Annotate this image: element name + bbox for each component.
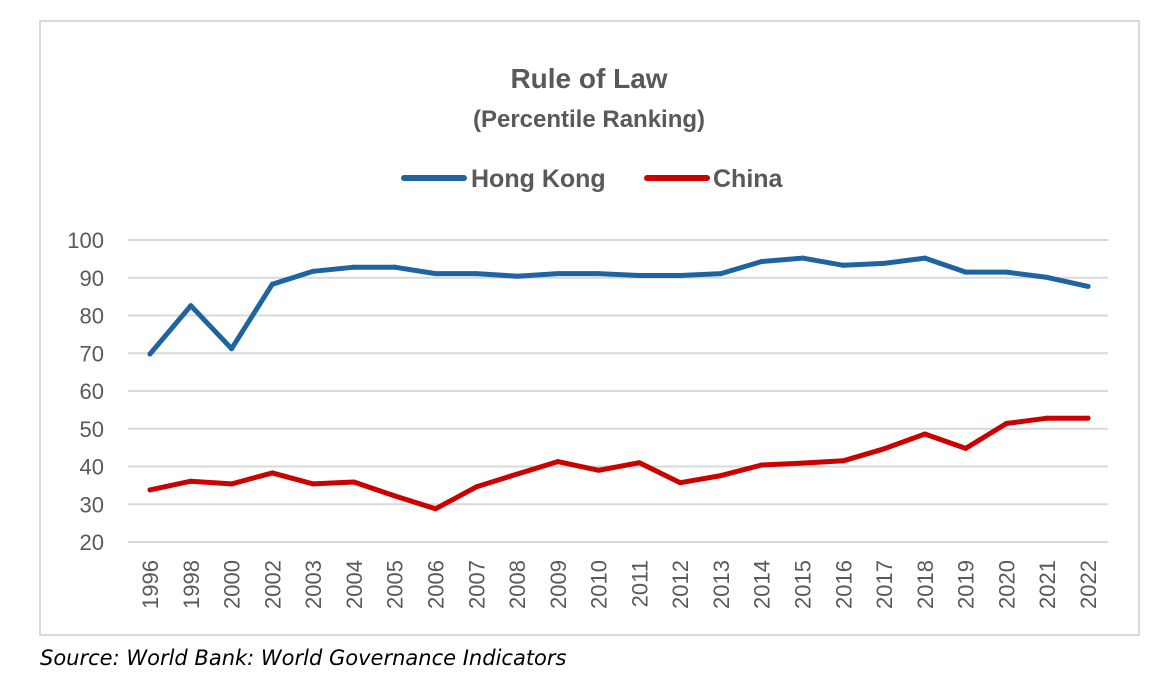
data-point-hong-kong-2018 — [922, 255, 928, 261]
data-point-china-2022 — [1085, 415, 1091, 421]
x-tick-label: 2003 — [301, 560, 326, 609]
x-tick-label: 2022 — [1076, 560, 1101, 609]
x-tick-label: 2005 — [383, 560, 408, 609]
data-point-china-2019 — [963, 445, 969, 451]
data-point-hong-kong-2019 — [963, 269, 969, 275]
data-point-china-2008 — [514, 471, 520, 477]
x-axis-ticks: 1996 1998 2000 2002 2003 2004 2005 2006 2007 2008… — [138, 560, 1101, 609]
data-point-hong-kong-1996 — [147, 351, 153, 357]
chart-frame — [39, 20, 1140, 636]
y-tick-label: 80 — [80, 304, 104, 329]
data-point-hong-kong-2017 — [881, 260, 887, 266]
series-line-china — [147, 415, 1091, 512]
data-point-hong-kong-2020 — [1003, 269, 1009, 275]
data-point-china-2000 — [229, 481, 235, 487]
x-tick-label: 2016 — [831, 560, 856, 609]
x-tick-label: 2013 — [709, 560, 734, 609]
data-point-china-2005 — [392, 493, 398, 499]
data-point-china-2003 — [310, 481, 316, 487]
legend-label-china: China — [713, 165, 784, 193]
data-point-china-2016 — [840, 458, 846, 464]
series-line-hong-kong — [147, 255, 1091, 357]
x-tick-label: 2012 — [668, 560, 693, 609]
data-point-china-2007 — [473, 484, 479, 490]
series-points-hong-kong — [147, 255, 1091, 357]
x-tick-label: 2021 — [1035, 560, 1060, 609]
legend-label-hong-kong: Hong Kong — [471, 165, 606, 193]
data-point-china-2002 — [269, 470, 275, 476]
x-tick-label: 2014 — [750, 560, 775, 609]
data-point-china-2012 — [677, 480, 683, 486]
data-point-china-2020 — [1003, 420, 1009, 426]
data-point-hong-kong-2022 — [1085, 283, 1091, 289]
x-tick-label: 2015 — [791, 560, 816, 609]
data-point-china-2018 — [922, 431, 928, 437]
data-point-china-2021 — [1044, 415, 1050, 421]
series-points-china — [147, 415, 1091, 512]
y-tick-label: 20 — [80, 530, 104, 555]
data-point-hong-kong-2012 — [677, 272, 683, 278]
x-tick-label: 2011 — [627, 560, 652, 607]
x-tick-label: 2002 — [260, 560, 285, 609]
chart-subtitle: (Percentile Ranking) — [473, 106, 705, 133]
y-tick-label: 50 — [80, 417, 104, 442]
data-point-hong-kong-2016 — [840, 262, 846, 268]
x-tick-label: 2018 — [913, 560, 938, 609]
data-point-hong-kong-2007 — [473, 271, 479, 277]
data-point-china-1996 — [147, 487, 153, 493]
legend: Hong Kong China — [401, 165, 784, 193]
y-tick-label: 70 — [80, 341, 104, 366]
x-tick-label: 2010 — [587, 560, 612, 609]
data-point-hong-kong-1998 — [188, 303, 194, 309]
data-point-hong-kong-2014 — [759, 259, 765, 265]
x-tick-label: 2009 — [546, 560, 571, 609]
data-point-hong-kong-2000 — [229, 346, 235, 352]
data-point-hong-kong-2006 — [432, 271, 438, 277]
y-axis-ticks: 100 90 80 70 60 50 40 30 20 — [67, 228, 104, 555]
data-point-china-2010 — [596, 467, 602, 473]
chart-title: Rule of Law — [510, 63, 667, 94]
data-point-hong-kong-2003 — [310, 268, 316, 274]
x-tick-label: 2008 — [505, 560, 530, 609]
data-point-hong-kong-2002 — [269, 281, 275, 287]
data-point-china-2006 — [432, 506, 438, 512]
data-point-china-2014 — [759, 462, 765, 468]
y-tick-label: 60 — [80, 379, 104, 404]
data-point-china-2009 — [555, 459, 561, 465]
data-point-hong-kong-2013 — [718, 271, 724, 277]
data-point-hong-kong-2011 — [636, 272, 642, 278]
data-point-hong-kong-2009 — [555, 271, 561, 277]
x-tick-label: 2020 — [994, 560, 1019, 609]
x-tick-label: 2019 — [954, 560, 979, 609]
data-point-hong-kong-2004 — [351, 264, 357, 270]
x-tick-label: 2017 — [872, 560, 897, 609]
data-point-china-2011 — [636, 460, 642, 466]
y-tick-label: 100 — [67, 228, 104, 253]
data-point-china-2015 — [800, 460, 806, 466]
x-tick-label: 2006 — [423, 560, 448, 609]
x-tick-label: 2000 — [220, 560, 245, 609]
data-point-hong-kong-2015 — [800, 255, 806, 261]
data-point-hong-kong-2005 — [392, 264, 398, 270]
x-tick-label: 2004 — [342, 560, 367, 609]
data-point-china-2013 — [718, 473, 724, 479]
source-note: Source: World Bank: World Governance Ind… — [40, 646, 567, 670]
data-point-china-2017 — [881, 446, 887, 452]
data-point-hong-kong-2021 — [1044, 274, 1050, 280]
data-point-china-1998 — [188, 478, 194, 484]
y-tick-label: 90 — [80, 266, 104, 291]
data-point-hong-kong-2008 — [514, 273, 520, 279]
x-tick-label: 1996 — [138, 560, 163, 609]
y-tick-label: 40 — [80, 455, 104, 480]
data-point-china-2004 — [351, 479, 357, 485]
x-tick-label: 2007 — [464, 560, 489, 609]
data-point-hong-kong-2010 — [596, 271, 602, 277]
x-tick-label: 1998 — [179, 560, 204, 609]
series-lines — [147, 255, 1091, 512]
y-tick-label: 30 — [80, 492, 104, 517]
